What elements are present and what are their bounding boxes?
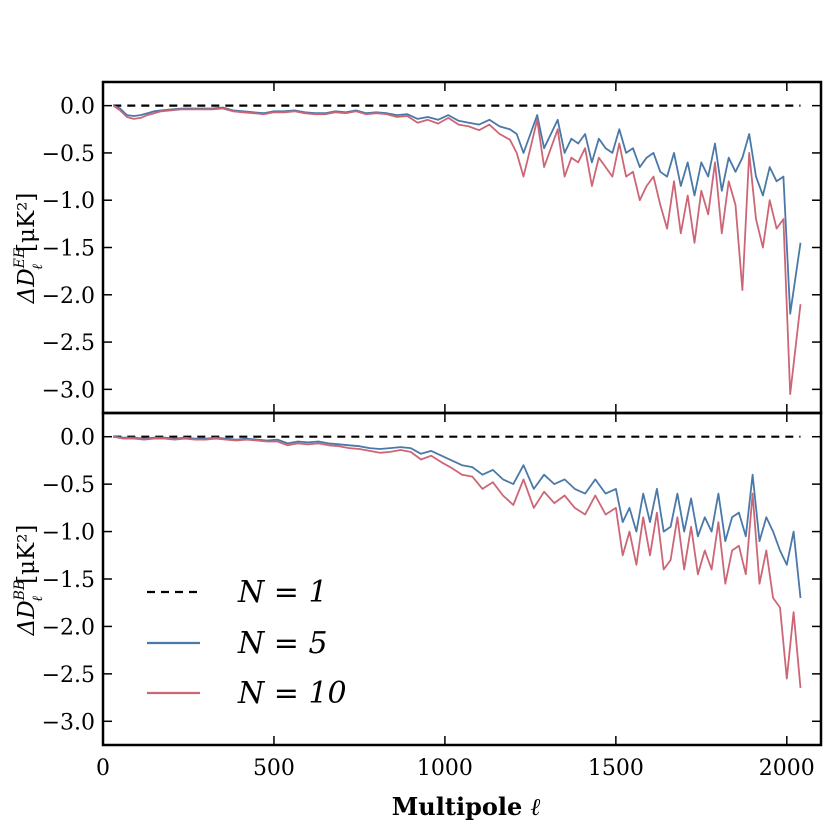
ee-ytick-label: −3.0: [42, 378, 95, 403]
bb-series-n5: [113, 435, 802, 599]
ee-ylabel-delta: ΔD: [14, 268, 40, 304]
panel-ee-ylabel: ΔDEE ℓ [μK²]: [12, 193, 46, 305]
bb-ytick-label: 0.0: [60, 426, 95, 451]
panel-ee-series: [112, 104, 802, 396]
panel-bb-xtick-labels: 0 500 1000 1500 2000: [96, 756, 815, 781]
panel-bb: 0.0 −0.5 −1.0 −1.5 −2.0 −2.5 −3.0 0 500 1000 1500…: [12, 411, 823, 821]
legend: N = 1 N = 5 N = 10: [147, 575, 347, 711]
ee-ytick-label: −0.5: [42, 142, 95, 167]
panel-bb-ylabel: ΔDBB ℓ [μK²]: [12, 525, 46, 637]
ee-ylabel-sub: ℓ: [30, 264, 46, 270]
xtick-label: 1500: [588, 756, 644, 781]
bb-ytick-label: −0.5: [42, 473, 95, 498]
panel-ee-ytick-labels: 0.0 −0.5 −1.0 −1.5 −2.0 −2.5 −3.0: [42, 95, 95, 404]
legend-entry-n1: N = 1: [147, 575, 328, 610]
bb-ytick-label: −3.0: [42, 710, 95, 735]
bb-series-n10: [113, 435, 802, 689]
ee-ylabel-sup: EE: [12, 248, 28, 269]
xtick-label: 500: [253, 756, 295, 781]
x-axis-label: Multipole ℓ: [392, 792, 541, 821]
ee-ytick-label: −2.0: [42, 284, 95, 309]
legend-entry-n5: N = 5: [147, 626, 328, 661]
panel-bb-frame: [101, 411, 823, 747]
x-axis-label-word: Multipole: [392, 792, 523, 821]
bb-ytick-label: −2.5: [42, 663, 95, 688]
ee-ytick-label: −2.5: [42, 331, 95, 356]
bb-ylabel-delta: ΔD: [14, 600, 40, 636]
panel-bb-series: [113, 435, 802, 689]
xtick-label: 0: [96, 756, 110, 781]
legend-label-n5: N = 5: [237, 626, 328, 661]
ee-series-n5: [112, 104, 802, 315]
bb-ytick-label: −2.0: [42, 615, 95, 640]
xtick-label: 2000: [759, 756, 815, 781]
legend-label-n10: N = 10: [237, 676, 347, 711]
ee-ylabel-unit: [μK²]: [14, 193, 40, 252]
panel-ee: 0.0 −0.5 −1.0 −1.5 −2.0 −2.5 −3.0 ΔDEE ℓ [μK²]: [12, 80, 823, 415]
xtick-label: 1000: [417, 756, 473, 781]
ee-ytick-label: 0.0: [60, 95, 95, 120]
bb-ylabel-unit: [μK²]: [14, 525, 40, 584]
panel-bb-ticks: [102, 413, 821, 745]
bb-ytick-label: −1.5: [42, 568, 95, 593]
panel-ee-ticks: [102, 82, 821, 413]
legend-label-n1: N = 1: [237, 575, 328, 610]
bb-ylabel-sup: BB: [12, 580, 28, 602]
ee-ytick-label: −1.5: [42, 237, 95, 262]
ee-series-n10: [112, 104, 802, 396]
panel-ee-frame: [101, 80, 823, 415]
ee-ytick-label: −1.0: [42, 189, 95, 214]
legend-entry-n10: N = 10: [147, 676, 347, 711]
x-axis-label-ell: ℓ: [530, 793, 540, 821]
bb-ylabel-sub: ℓ: [30, 596, 46, 602]
bb-ytick-label: −1.0: [42, 521, 95, 546]
panel-bb-ytick-labels: 0.0 −0.5 −1.0 −1.5 −2.0 −2.5 −3.0: [42, 426, 95, 736]
